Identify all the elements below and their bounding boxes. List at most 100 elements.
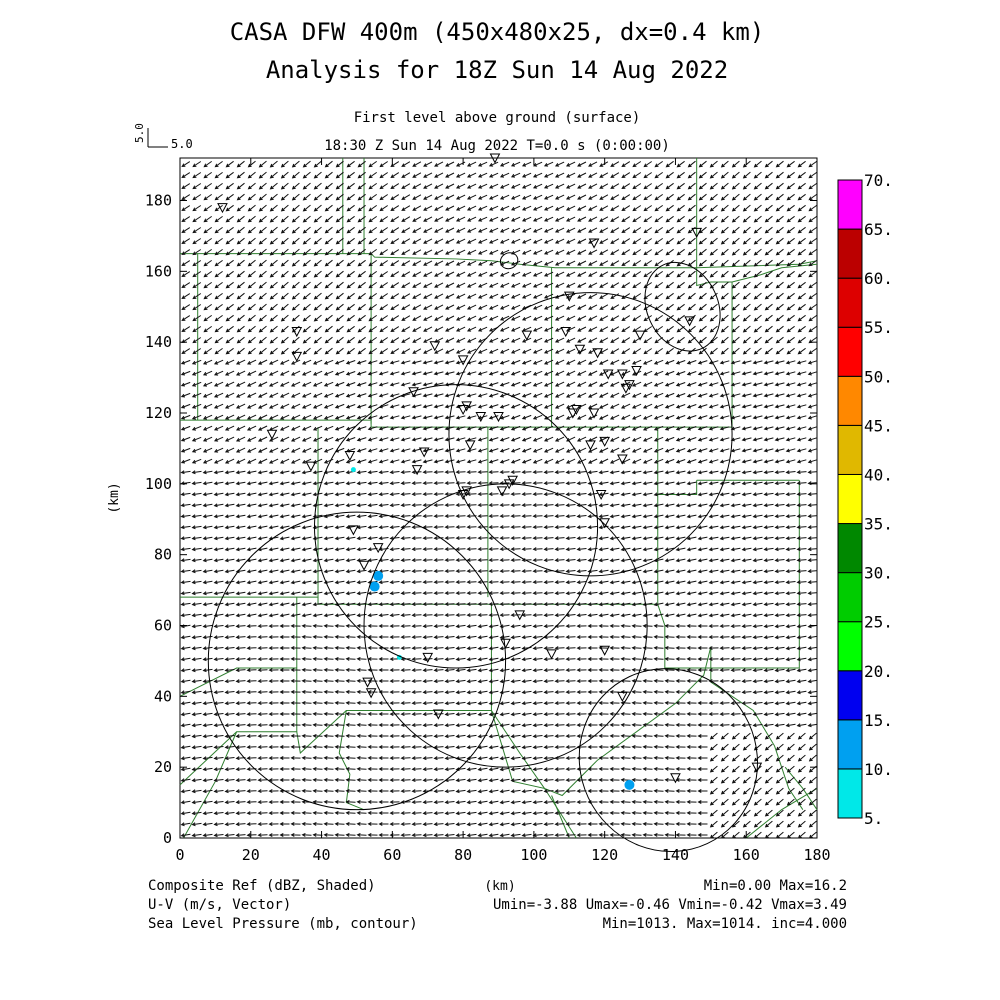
wind-vector <box>181 183 191 189</box>
wind-vector <box>323 678 334 683</box>
wind-vector <box>433 613 444 618</box>
wind-vector <box>455 348 466 354</box>
station-marker <box>305 461 317 472</box>
wind-vector <box>488 646 499 651</box>
wind-vector <box>499 315 510 321</box>
wind-vector <box>532 392 543 398</box>
wind-vector <box>346 215 355 223</box>
wind-vector <box>631 514 642 519</box>
station-marker <box>461 401 472 412</box>
wind-vector <box>290 613 301 618</box>
wind-vector <box>202 635 213 640</box>
wind-vector <box>532 712 543 717</box>
wind-vector <box>543 271 554 277</box>
wind-vector <box>686 382 697 387</box>
wind-vector <box>334 656 345 661</box>
wind-vector <box>741 536 752 541</box>
wind-vector <box>532 481 543 486</box>
wind-vector <box>653 547 664 552</box>
wind-vector <box>368 182 377 190</box>
wind-vector <box>708 481 719 486</box>
wind-vector <box>389 602 400 607</box>
wind-vector <box>389 525 400 530</box>
wind-vector <box>236 270 245 278</box>
wind-vector <box>499 216 510 222</box>
wind-vector <box>785 437 796 442</box>
wind-vector <box>797 325 806 333</box>
wind-vector <box>797 182 806 190</box>
wind-vector <box>752 668 763 673</box>
wind-vector <box>730 360 741 365</box>
wind-vector <box>521 536 532 541</box>
wind-vector <box>785 536 796 541</box>
wind-vector <box>312 359 323 365</box>
wind-vector <box>224 569 235 574</box>
wind-vector <box>345 360 356 365</box>
wind-vector <box>323 634 334 639</box>
wind-vector <box>797 809 806 817</box>
wind-vector <box>268 833 279 838</box>
wind-vector <box>532 602 543 607</box>
x-tick-label: 120 <box>591 846 618 864</box>
wind-vector <box>499 723 510 728</box>
wind-vector <box>499 227 510 233</box>
wind-vector <box>280 347 289 355</box>
wind-vector <box>401 238 411 244</box>
wind-vector <box>631 689 642 694</box>
wind-vector <box>191 679 202 684</box>
wind-vector <box>686 722 697 727</box>
wind-vector <box>720 281 729 289</box>
wind-vector <box>631 700 642 705</box>
wind-vector <box>224 547 235 552</box>
wind-vector <box>203 303 212 311</box>
wind-vector <box>246 822 257 827</box>
wind-vector <box>664 602 675 607</box>
wind-vector <box>455 360 466 365</box>
wind-vector <box>213 833 224 838</box>
wind-vector <box>323 821 334 826</box>
wind-vector <box>620 613 631 618</box>
wind-vector <box>775 336 784 344</box>
wind-vector <box>346 204 355 212</box>
wind-vector <box>180 635 191 640</box>
wind-vector <box>532 789 543 794</box>
wind-vector <box>466 205 477 211</box>
wind-vector <box>620 667 631 672</box>
wind-vector <box>466 547 477 552</box>
wind-vector <box>752 481 763 486</box>
wind-vector <box>191 690 202 695</box>
wind-vector <box>775 226 784 234</box>
station-marker <box>599 518 610 529</box>
wind-vector <box>610 315 620 321</box>
wind-vector <box>379 172 388 179</box>
wind-vector <box>180 690 191 695</box>
wind-vector <box>279 602 290 607</box>
wind-vector <box>412 172 422 178</box>
wind-vector <box>521 470 532 475</box>
wind-vector <box>643 249 652 256</box>
wind-vector <box>543 293 554 299</box>
wind-vector <box>554 260 565 266</box>
wind-vector <box>774 712 785 717</box>
wind-vector <box>422 723 433 728</box>
wind-vector <box>775 204 784 212</box>
wind-vector <box>499 580 510 585</box>
wind-vector <box>291 215 300 223</box>
wind-vector <box>268 800 279 805</box>
time-label: 18:30 Z Sun 14 Aug 2022 T=0.0 s (0:00:00… <box>324 138 670 154</box>
wind-vector <box>191 536 202 541</box>
wind-vector <box>257 668 268 673</box>
wind-vector <box>554 525 565 530</box>
wind-vector <box>719 470 730 475</box>
wind-vector <box>389 558 400 563</box>
wind-vector <box>510 701 521 706</box>
wind-vector <box>510 580 521 585</box>
wind-vector <box>775 237 784 245</box>
wind-vector <box>477 646 488 651</box>
wind-vector <box>213 756 224 761</box>
wind-vector <box>301 525 312 530</box>
wind-vector <box>290 788 301 793</box>
wind-vector <box>763 448 774 453</box>
wind-vector <box>235 547 246 552</box>
wind-vector <box>466 481 477 486</box>
